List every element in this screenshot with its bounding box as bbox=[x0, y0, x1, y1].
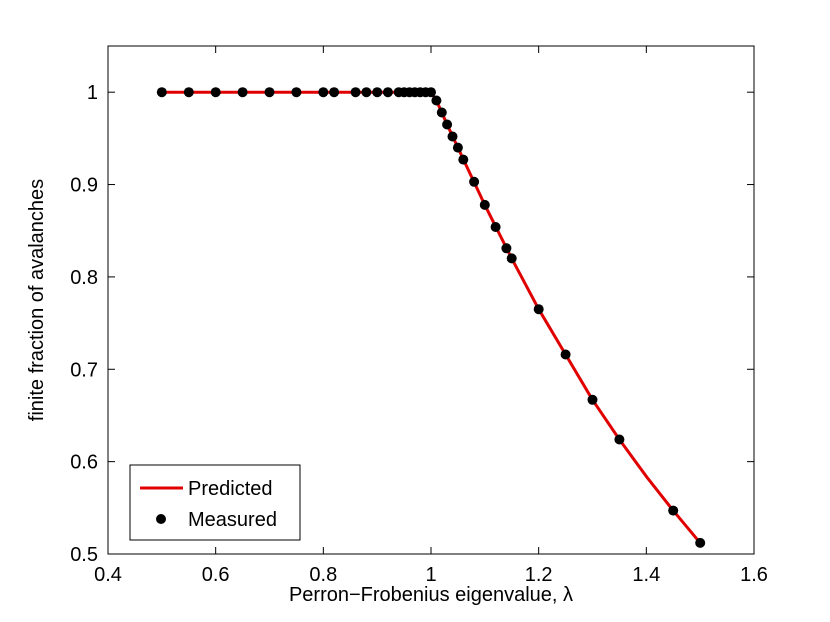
measured-point bbox=[501, 243, 512, 254]
measured-point bbox=[329, 87, 340, 98]
y-tick-label: 1 bbox=[87, 82, 98, 104]
measured-point bbox=[318, 87, 329, 98]
measured-point bbox=[533, 304, 544, 315]
measured-point bbox=[469, 176, 480, 187]
measured-point bbox=[350, 87, 361, 98]
predicted-line bbox=[161, 90, 702, 544]
x-axis-label: Perron−Frobenius eigenvalue, λ bbox=[289, 584, 573, 606]
x-tick-label: 0.8 bbox=[309, 564, 337, 586]
y-tick-label: 0.7 bbox=[70, 359, 98, 381]
measured-point bbox=[560, 349, 571, 360]
measured-point bbox=[490, 222, 501, 232]
y-tick-label: 0.6 bbox=[70, 452, 98, 474]
measured-point bbox=[614, 434, 625, 445]
y-tick-label: 0.9 bbox=[70, 175, 98, 197]
legend-box bbox=[129, 464, 301, 541]
x-tick-label: 0.6 bbox=[202, 564, 230, 586]
x-tick-label: 1 bbox=[425, 564, 436, 586]
measured-point bbox=[452, 142, 463, 153]
x-tick-label: 1.2 bbox=[525, 564, 553, 586]
x-tick-label: 1.4 bbox=[632, 564, 660, 586]
y-tick-label: 0.8 bbox=[70, 267, 98, 289]
measured-point bbox=[431, 95, 442, 106]
series-layer bbox=[156, 87, 706, 548]
x-tick-label: 0.4 bbox=[94, 564, 122, 586]
legend-predicted-label: Predicted bbox=[188, 478, 273, 500]
measured-point bbox=[426, 87, 436, 98]
legend-measured-swatch bbox=[156, 514, 166, 524]
measured-point bbox=[291, 87, 302, 98]
measured-point bbox=[447, 131, 458, 142]
measured-point bbox=[237, 87, 248, 98]
legend: Predicted Measured bbox=[129, 464, 301, 541]
measured-point bbox=[372, 87, 383, 98]
measured-point bbox=[668, 505, 679, 516]
legend-measured-label: Measured bbox=[188, 509, 277, 531]
y-tick-label: 0.5 bbox=[70, 544, 98, 566]
measured-point bbox=[264, 87, 275, 98]
measured-point bbox=[442, 119, 453, 130]
measured-point bbox=[361, 87, 372, 98]
measured-point bbox=[479, 199, 490, 210]
y-axis-label: finite fraction of avalanches bbox=[26, 179, 48, 421]
measured-point bbox=[210, 87, 221, 98]
x-tick-label: 1.6 bbox=[740, 564, 768, 586]
measured-point bbox=[458, 154, 469, 165]
ticks-layer: 0.4 0.6 0.8 1 1.2 1.4 1.6 0.5 0.6 0.7 0.8 0.9 1 bbox=[70, 46, 768, 586]
measured-point bbox=[382, 87, 393, 98]
measured-point bbox=[695, 537, 706, 548]
measured-point bbox=[183, 87, 194, 98]
measured-point bbox=[436, 107, 447, 118]
measured-point bbox=[506, 253, 517, 264]
measured-point bbox=[587, 394, 598, 405]
measured-point bbox=[156, 87, 167, 98]
